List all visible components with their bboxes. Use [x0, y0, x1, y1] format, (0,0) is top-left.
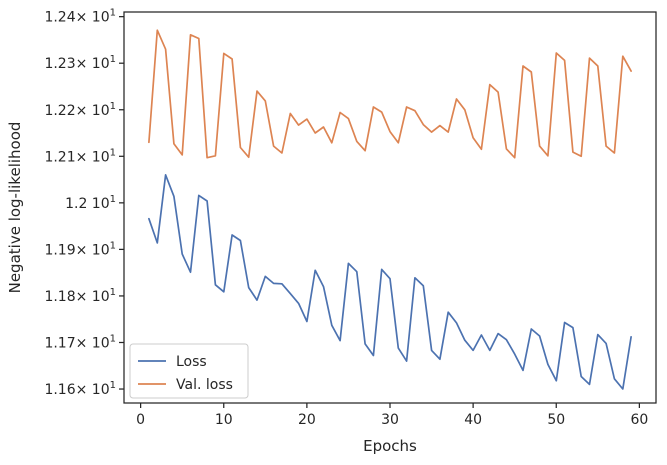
y-tick-base: 10	[87, 196, 109, 212]
y-tick-mantissa: 1.23	[44, 56, 75, 72]
y-tick-label: 1.19× 101	[44, 240, 116, 258]
y-tick-mantissa: 1.2	[65, 196, 87, 212]
y-tick-mantissa: 1.24	[44, 10, 75, 26]
y-tick-label: 1.16× 101	[44, 380, 116, 398]
y-tick-label: 1.17× 101	[44, 333, 116, 351]
y-tick-exponent: 1	[110, 101, 116, 112]
x-tick-label: 30	[381, 412, 399, 428]
y-tick-base: × 10	[76, 10, 110, 26]
y-tick-mantissa: 1.19	[44, 242, 75, 258]
y-tick-exponent: 1	[110, 287, 116, 298]
x-tick-label: 20	[298, 412, 316, 428]
y-tick-label: 1.18× 101	[44, 287, 116, 305]
y-tick-base: × 10	[76, 289, 110, 305]
y-tick-exponent: 1	[110, 194, 116, 205]
x-tick-label: 0	[136, 412, 145, 428]
x-tick-label: 50	[547, 412, 565, 428]
legend-label-loss: Loss	[176, 354, 207, 370]
x-tick-label: 60	[630, 412, 648, 428]
x-axis-label: Epochs	[363, 437, 417, 455]
y-tick-mantissa: 1.21	[44, 149, 75, 165]
x-tick-label: 10	[215, 412, 233, 428]
y-tick-label: 1.24× 101	[44, 8, 116, 26]
y-tick-exponent: 1	[110, 54, 116, 65]
y-tick-exponent: 1	[110, 333, 116, 344]
series-line-loss	[148, 174, 632, 390]
series-layer	[148, 29, 632, 390]
x-tick-label: 40	[464, 412, 482, 428]
y-tick-label: 1.21× 101	[44, 147, 116, 165]
y-tick-base: × 10	[76, 56, 110, 72]
y-tick-base: × 10	[76, 242, 110, 258]
y-tick-mantissa: 1.17	[44, 335, 75, 351]
y-tick-mantissa: 1.18	[44, 289, 75, 305]
y-tick-mantissa: 1.22	[44, 103, 75, 119]
x-axis-ticks: 0 10 20 30 40 50 60	[136, 403, 648, 428]
y-tick-exponent: 1	[110, 240, 116, 251]
y-tick-base: × 10	[76, 382, 110, 398]
y-tick-label: 1.23× 101	[44, 54, 116, 72]
y-tick-exponent: 1	[110, 380, 116, 391]
y-tick-exponent: 1	[110, 147, 116, 158]
y-tick-base: × 10	[76, 103, 110, 119]
y-tick-label: 1.2 101	[65, 194, 116, 212]
y-axis-label: Negative log-likelihood	[6, 122, 24, 294]
series-line-val-loss	[148, 29, 632, 159]
y-tick-base: × 10	[76, 335, 110, 351]
y-tick-label: 1.22× 101	[44, 101, 116, 119]
y-tick-exponent: 1	[110, 8, 116, 19]
legend-label-val-loss: Val. loss	[176, 377, 233, 393]
legend: Loss Val. loss	[129, 343, 249, 399]
y-tick-base: × 10	[76, 149, 110, 165]
y-tick-mantissa: 1.16	[44, 382, 75, 398]
